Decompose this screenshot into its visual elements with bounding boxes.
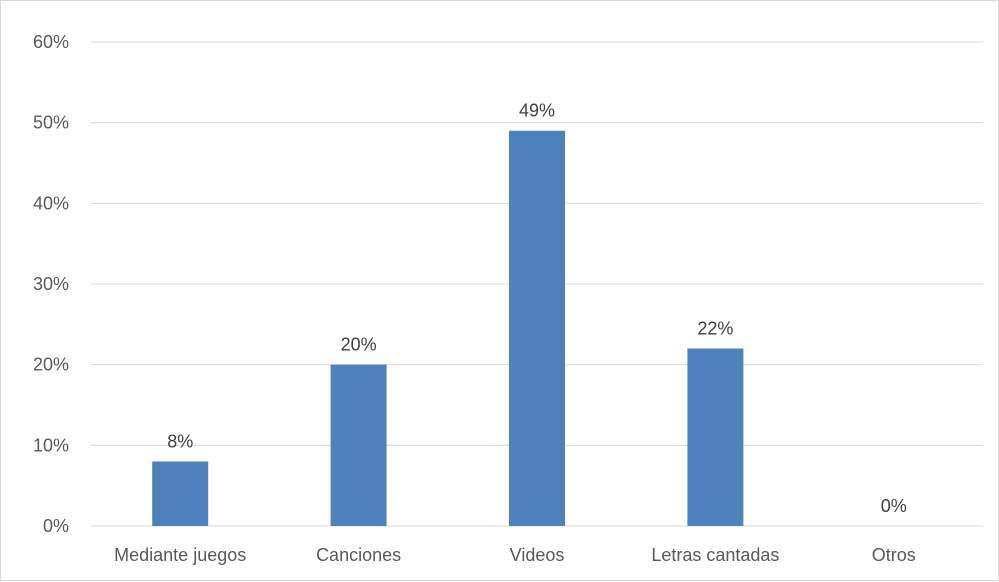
x-category-label: Otros [872, 545, 916, 565]
y-tick-label: 10% [33, 435, 69, 455]
y-axis-ticks: 0% 10% 20% 30% 40% 50% 60% [33, 32, 69, 536]
bar [687, 348, 744, 526]
data-labels: 8% 20% 49% 22% 0% [167, 101, 907, 516]
y-tick-label: 60% [33, 32, 69, 52]
data-label: 22% [697, 319, 733, 339]
data-label: 49% [519, 101, 555, 121]
y-tick-label: 0% [43, 516, 69, 536]
y-tick-label: 30% [33, 274, 69, 294]
y-tick-label: 50% [33, 113, 69, 133]
bars [152, 130, 744, 526]
data-label: 0% [881, 496, 907, 516]
x-category-label: Videos [510, 545, 565, 565]
y-tick-label: 40% [33, 193, 69, 213]
x-category-label: Canciones [316, 545, 401, 565]
bar [509, 130, 565, 526]
data-label: 8% [167, 431, 193, 451]
data-label: 20% [341, 335, 377, 355]
x-axis-categories: Mediante juegos Canciones Videos Letras can… [114, 545, 916, 565]
bar [330, 364, 387, 526]
bar [152, 461, 209, 526]
x-category-label: Mediante juegos [114, 545, 246, 565]
x-category-label: Letras cantadas [651, 545, 779, 565]
y-tick-label: 20% [33, 355, 69, 375]
